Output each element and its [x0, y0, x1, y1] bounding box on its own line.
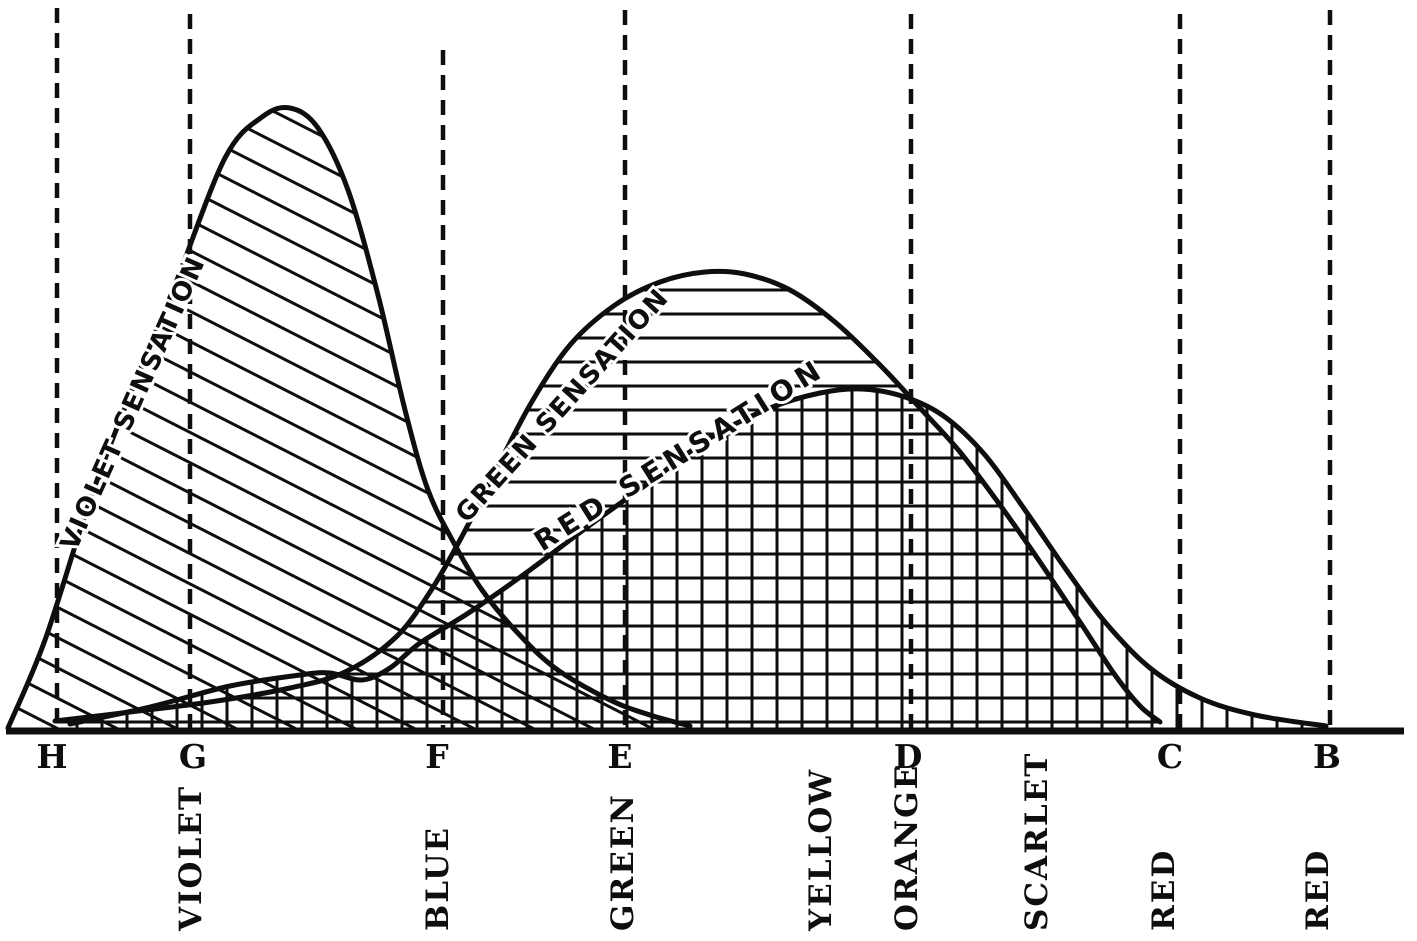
- band-word-violet-0: VIOLET: [173, 785, 209, 932]
- fraunhofer-letter-F: F: [425, 737, 448, 776]
- band-word-blue-1: BLUE: [420, 826, 456, 931]
- fraunhofer-letter-H: H: [36, 737, 67, 776]
- band-word-red-7: RED: [1300, 849, 1336, 931]
- fraunhofer-dashed-lines: [54, 8, 1333, 728]
- sensation-curve-strokes: [5, 104, 1329, 731]
- band-word-green-2: GREEN: [605, 793, 641, 931]
- band-word-scarlet-5: SCARLET: [1019, 752, 1055, 931]
- violet-sensation-area: [8, 107, 690, 728]
- red-sensation-area: [70, 388, 1326, 728]
- fraunhofer-letter-C: C: [1157, 737, 1183, 776]
- violet-sensation-curve: [5, 104, 693, 731]
- fraunhofer-letter-B: B: [1313, 737, 1341, 776]
- band-word-red-6: RED: [1146, 849, 1182, 931]
- green-sensation-curve: [52, 268, 1163, 725]
- fraunhofer-letter-D: D: [894, 737, 923, 776]
- red-sensation-curve: [67, 386, 1329, 729]
- fraunhofer-letter-E: E: [607, 737, 632, 776]
- fraunhofer-letter-G: G: [179, 737, 207, 776]
- spectrum-band-words: VIOLET BLUE GREEN YELLOW ORANGE SCARLET RED RED: [173, 752, 1336, 932]
- band-word-orange-4: ORANGE: [889, 764, 925, 931]
- hatched-area-fills: [8, 107, 1326, 728]
- band-word-yellow-3: YELLOW: [803, 768, 839, 932]
